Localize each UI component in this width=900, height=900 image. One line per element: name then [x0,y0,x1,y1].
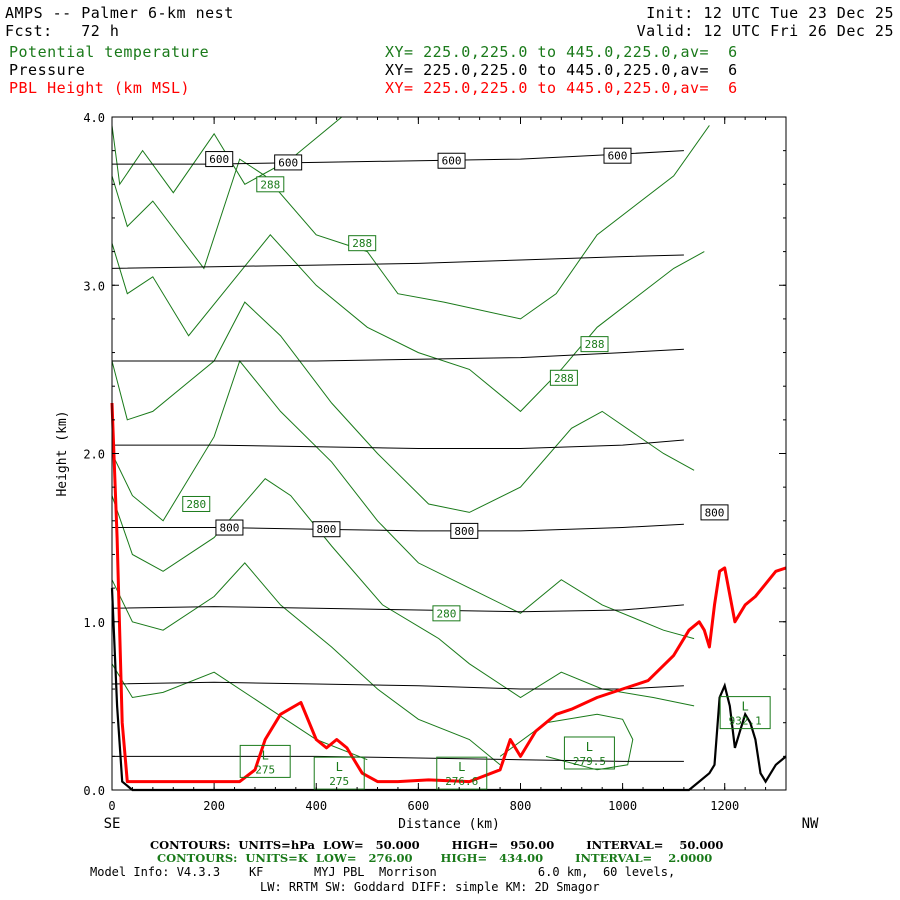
pressure-isobar-650 [111,254,684,269]
contour-label-box [437,152,466,169]
x-tick-label: 0 [108,799,115,813]
x-tick-label: 600 [408,799,430,813]
contour-label: 800 [705,506,725,519]
field-pressure-name: Pressure [9,61,86,79]
low-marker-symbol: L [586,740,593,754]
field-pressure-xy: XY= 225.0,225.0 to 445.0,225.0,av= 6 [385,61,738,79]
contour-label: 288 [554,372,574,385]
low-marker-symbol: L [336,760,343,774]
x-tick-label: 1000 [608,799,637,813]
low-marker-box [563,736,615,770]
contour-label-box [348,235,377,252]
low-marker-value: 279.5 [573,755,606,768]
contour-label-box [549,369,578,386]
footer-contours-hpa: CONTOURS: UNITS=hPa LOW= 50.000 HIGH= 95… [150,838,724,852]
low-marker-value: 275 [255,763,275,776]
low-marker-box [239,744,291,778]
contour-label-box [580,336,609,353]
contour-label: 800 [220,522,240,535]
y-tick-label: 1.0 [83,616,105,630]
theta-isentrope-line [111,562,501,766]
pressure-isobar-750 [112,439,684,449]
field-theta-xy: XY= 225.0,225.0 to 445.0,225.0,av= 6 [385,43,738,61]
theta-isentrope-line [111,234,705,413]
contour-label: 600 [278,156,298,169]
contour-label-box [450,522,479,539]
y-tick-label: 0.0 [83,784,105,798]
field-theta-name: Potential temperature [9,43,210,61]
low-marker-value: 275 [329,775,349,788]
theta-isentrope-line [111,359,695,640]
contour-label-box [312,521,341,538]
contour-label: 600 [608,150,628,163]
contour-label: 800 [454,525,474,538]
pressure-isobar-900 [111,681,684,690]
pbl-height-line [110,402,787,784]
contour-label-box [274,154,303,171]
theta-isentrope-line [111,301,695,513]
contour-label: 288 [585,338,605,351]
pressure-isobar-700 [112,348,684,362]
theta-isentrope-line [111,478,695,707]
y-tick-label: 3.0 [83,279,105,293]
contour-label-box [205,151,234,168]
low-marker-box [719,696,771,730]
valid-time: Valid: 12 UTC Fri 26 Dec 25 [636,22,894,40]
low-marker-value: 276.6 [445,775,478,788]
low-marker-symbol: L [458,760,465,774]
y-tick-label: 4.0 [83,111,105,125]
pressure-isobar-850 [111,604,684,613]
contour-label: 280 [186,498,206,511]
x-tick-label: 400 [305,799,327,813]
forecast-label: Fcst: [5,22,53,40]
plot-frame [111,116,787,791]
contour-label-box [182,495,211,512]
footer-model-info: Model Info: V4.3.3 KF MYJ PBL Morrison 6… [90,865,676,879]
low-marker-box [436,756,488,790]
contour-label-box [603,147,632,164]
contour-label: 600 [442,155,462,168]
model-title: AMPS -- Palmer 6-km nest [5,4,234,22]
footer-contours-k: CONTOURS: UNITS=K LOW= 276.00 HIGH= 434.… [157,851,713,865]
x-tick-label: 200 [203,799,225,813]
nw-end-label: NW [802,816,819,832]
init-time: Init: 12 UTC Tue 23 Dec 25 [646,4,894,22]
low-marker-box [313,756,365,790]
contour-label: 280 [437,607,457,620]
contour-label: 288 [260,178,280,191]
field-pbl-name: PBL Height (km MSL) [9,79,191,97]
contour-label-box [256,176,285,193]
contour-label-box [700,504,729,521]
low-marker-symbol: L [742,700,749,714]
pressure-isobar-950 [112,755,684,762]
low-marker-symbol: L [262,748,269,762]
theta-isentrope-line [111,125,710,320]
pressure-isobar-800 [112,523,684,532]
y-tick-label: 2.0 [83,448,105,462]
contour-label: 288 [352,237,372,250]
se-end-label: SE [104,816,121,832]
x-tick-label: 800 [510,799,532,813]
field-pbl-xy: XY= 225.0,225.0 to 445.0,225.0,av= 6 [385,79,738,97]
footer-physics: LW: RRTM SW: Goddard DIFF: simple KM: 2D… [260,880,600,894]
x-tick-label: 1200 [710,799,739,813]
low-marker-value: 932.1 [729,715,762,728]
contour-label-box [432,605,461,622]
forecast-time: Fcst: 72 h [5,22,119,40]
forecast-hours: 72 h [81,22,120,40]
y-axis-title: Height (km) [55,410,70,496]
contour-label: 600 [209,153,229,166]
contour-label: 800 [317,523,337,536]
contour-label-box [215,519,244,536]
x-axis-title: Distance (km) [398,817,500,832]
cross-section-chart: 600 600 600 600 800 800 800 800 288 288 288 288 280 2… [55,111,819,832]
